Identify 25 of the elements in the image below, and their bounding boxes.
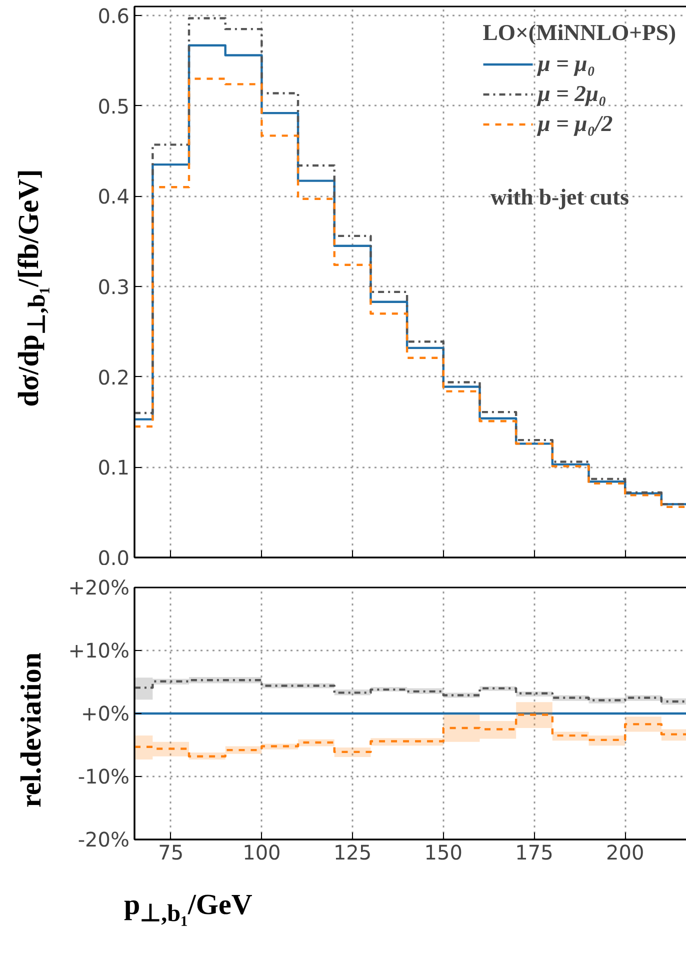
x-axis-title: p$_{⊥,b₁}$/GeV — [124, 888, 252, 929]
legend-label: μ = μ₀/2 — [538, 111, 613, 137]
legend-title: LO×(MiNNLO+PS) — [482, 20, 676, 46]
y-tick-label: 0.4 — [98, 184, 130, 209]
y-tick-label: 0.1 — [98, 456, 130, 480]
y-tick-label: -10% — [78, 764, 130, 788]
x-tick-label: 75 — [158, 840, 184, 864]
annotation: with b-jet cuts — [490, 184, 630, 210]
y-tick-label: 0.0 — [98, 546, 130, 570]
y-tick-label: +20% — [68, 576, 130, 600]
x-tick-label: 150 — [424, 840, 462, 864]
y-tick-label: 0.3 — [98, 275, 130, 300]
x-tick-label: 125 — [333, 840, 372, 864]
y-tick-label: 0.2 — [98, 365, 130, 390]
y-tick-label: 0.6 — [98, 4, 130, 28]
legend-label: μ = 2μ₀ — [538, 81, 606, 107]
x-tick-label: 200 — [606, 840, 644, 864]
y-tick-label: 0.5 — [98, 94, 130, 118]
y-tick-label: +10% — [68, 638, 130, 662]
x-tick-label: 100 — [242, 840, 281, 864]
legend-label: μ = μ₀ — [538, 51, 596, 77]
x-tick-label: 175 — [515, 840, 554, 864]
y-axis-title: rel.deviation — [14, 652, 48, 808]
y-tick-label: +0% — [81, 702, 130, 726]
y-tick-label: -20% — [78, 828, 130, 852]
